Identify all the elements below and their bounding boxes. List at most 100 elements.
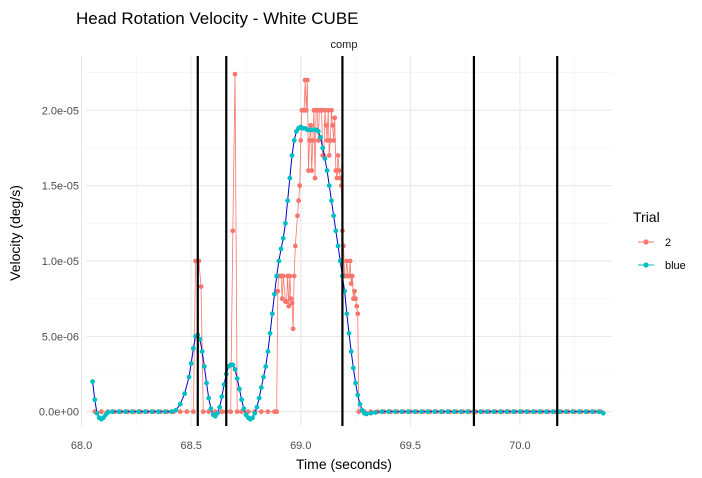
data-point-blue: [517, 409, 523, 415]
data-point-blue: [149, 409, 155, 415]
data-point-blue: [589, 409, 595, 415]
data-point-2: [198, 284, 204, 289]
data-point-2: [291, 273, 297, 279]
data-point-blue: [208, 406, 214, 412]
data-point-2: [324, 138, 330, 143]
data-point-2: [296, 198, 301, 204]
data-point-blue: [350, 365, 356, 371]
data-point-2: [295, 213, 300, 219]
data-point-blue: [206, 395, 212, 401]
data-point-2: [319, 107, 324, 113]
data-point-2: [352, 288, 357, 294]
data-point-blue: [239, 397, 245, 403]
data-point-2: [287, 273, 293, 279]
data-point-blue: [261, 374, 266, 380]
data-point-blue: [272, 291, 277, 297]
x-axis-label: Time (seconds): [296, 456, 392, 472]
data-point-2: [355, 311, 361, 317]
data-point-blue: [285, 198, 291, 204]
data-point-blue: [289, 153, 295, 158]
data-point-blue: [530, 409, 536, 415]
data-point-blue: [537, 409, 543, 415]
data-point-2: [289, 300, 295, 306]
data-point-blue: [265, 349, 271, 354]
data-point-2: [177, 409, 183, 415]
data-point-blue: [596, 409, 602, 415]
series-2: [92, 71, 604, 415]
data-point-blue: [254, 404, 260, 410]
data-point-2: [310, 138, 316, 143]
data-point-blue: [504, 409, 510, 415]
data-point-blue: [353, 380, 358, 386]
data-point-blue: [600, 410, 606, 416]
data-point-2: [275, 288, 281, 294]
data-point-2: [265, 409, 271, 415]
legend-label: blue: [665, 260, 686, 272]
data-point-2: [98, 409, 104, 415]
data-point-2: [290, 326, 296, 332]
data-point-blue: [190, 345, 196, 351]
data-point-blue: [318, 134, 323, 140]
data-point-2: [348, 281, 354, 286]
data-point-blue: [199, 349, 205, 354]
chart-title: Head Rotation Velocity - White CUBE: [76, 9, 359, 28]
data-point-blue: [258, 385, 264, 390]
data-point-blue: [201, 364, 207, 369]
data-point-2: [228, 409, 234, 415]
data-point-blue: [94, 410, 100, 416]
data-point-blue: [344, 311, 350, 317]
data-point-blue: [445, 409, 451, 415]
data-point-2: [284, 299, 289, 305]
data-point-blue: [451, 409, 457, 415]
data-point-2: [304, 77, 310, 83]
data-point-2: [190, 409, 196, 415]
legend-marker: [643, 239, 649, 245]
data-point-blue: [478, 409, 483, 415]
data-point-2: [322, 107, 328, 113]
data-point-blue: [230, 362, 236, 368]
data-point-2: [335, 153, 341, 158]
data-point-blue: [123, 409, 128, 415]
facet-label: comp: [331, 39, 358, 51]
data-point-2: [292, 243, 298, 249]
data-point-blue: [129, 409, 135, 415]
y-tick-label: 0.0e+00: [39, 407, 79, 419]
x-tick-label: 69.5: [400, 440, 421, 452]
data-point-2: [334, 175, 340, 181]
data-point-blue: [186, 374, 192, 380]
data-point-blue: [241, 406, 247, 412]
data-point-blue: [368, 410, 374, 416]
data-point-2: [258, 409, 264, 415]
data-point-blue: [232, 367, 238, 372]
data-point-2: [234, 409, 240, 415]
data-point-2: [286, 303, 292, 309]
x-tick-label: 70.0: [509, 440, 530, 452]
data-point-2: [306, 168, 311, 173]
legend-marker: [643, 262, 649, 268]
data-point-2: [230, 228, 236, 234]
data-point-blue: [583, 409, 589, 415]
data-point-blue: [524, 409, 529, 415]
data-point-2: [219, 409, 225, 415]
data-point-blue: [484, 409, 490, 415]
axis-ticks: 68.0 68.5 69.0 69.5 70.0 0.0e+00 5.0e-06 1.0e-0…: [39, 105, 531, 452]
data-point-2: [279, 296, 285, 302]
data-point-2: [309, 168, 315, 173]
data-point-blue: [543, 409, 549, 415]
data-point-2: [327, 138, 333, 143]
data-point-blue: [283, 220, 288, 226]
data-point-blue: [372, 410, 378, 415]
data-point-blue: [237, 386, 242, 392]
data-point-blue: [188, 361, 194, 366]
data-point-2: [298, 138, 304, 143]
data-point-blue: [491, 409, 497, 415]
data-point-blue: [215, 410, 220, 416]
data-point-blue: [287, 175, 293, 181]
data-point-blue: [234, 376, 240, 381]
grid: [81, 56, 612, 426]
data-point-blue: [392, 409, 398, 415]
y-tick-label: 1.5e-05: [42, 181, 79, 193]
data-point-blue: [169, 409, 174, 415]
data-point-blue: [570, 409, 575, 415]
